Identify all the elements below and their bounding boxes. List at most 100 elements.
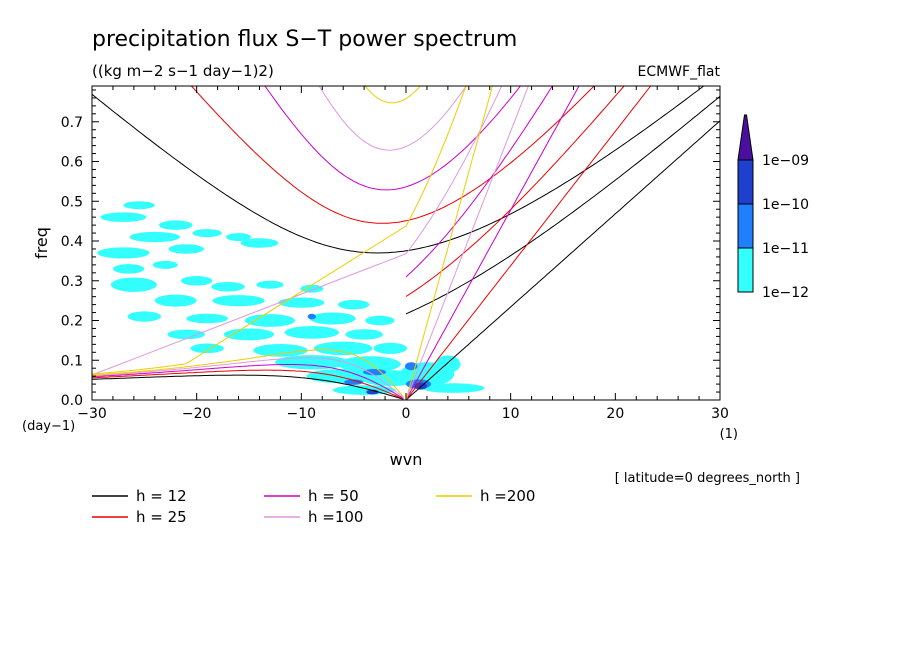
x-axis-label: wvn (390, 450, 423, 469)
power-blob (373, 342, 408, 354)
power-blob (223, 328, 275, 341)
power-blob (275, 355, 349, 370)
power-blob (244, 314, 296, 327)
dispersion-curves (92, 86, 720, 400)
mrg-curve-h100 (92, 86, 503, 375)
dataset-label: ECMWF_flat (638, 64, 721, 80)
power-blob (152, 260, 178, 269)
power-blob (123, 201, 155, 210)
power-blob (212, 295, 265, 307)
power-blob (337, 299, 370, 310)
legend: h = 12 h = 25 h = 50 h =100 h =200 (92, 487, 535, 526)
power-blob (345, 329, 383, 340)
kelvin-curve-h25 (405, 86, 652, 400)
power-blob (180, 275, 213, 286)
x-tick-label: −10 (287, 406, 317, 422)
power-blob (284, 326, 340, 339)
x-tick-label: 10 (502, 406, 520, 422)
colorbar-segment (737, 159, 754, 205)
er1-curve-h12 (92, 374, 404, 400)
ig1-curve-h200 (364, 86, 421, 104)
power-contour-fill (97, 201, 485, 395)
y-tick-label: 0.0 (61, 393, 83, 409)
power-blob (365, 315, 395, 326)
power-blob (421, 383, 485, 393)
kelvin-curve-h100 (405, 86, 529, 400)
legend-label: h = 25 (136, 508, 187, 526)
kelvin-curve-h200 (405, 86, 493, 400)
power-blob (278, 297, 325, 308)
kelvin-curve-h12 (405, 120, 720, 400)
chart-subtitle: ((kg m−2 s−1 day−1)2) (92, 62, 274, 80)
axis-ticks: −30 −20 −10 0 10 20 30 0.0 0.1 0.2 0.3 0.4 0.5 0.6 0.7 (61, 86, 729, 422)
colorbar-label: 1e−12 (762, 285, 809, 301)
power-blob (306, 368, 380, 384)
colorbar-arrow (737, 114, 754, 161)
power-blob (363, 368, 387, 376)
mrg-curve-h25 (405, 86, 625, 297)
y-tick-label: 0.7 (61, 115, 83, 131)
er1-curve-h200 (92, 349, 404, 398)
power-blob (240, 238, 279, 248)
power-blob (225, 233, 252, 242)
mrg-curve-h12 (405, 95, 720, 315)
power-blob (211, 281, 245, 292)
y-tick-label: 0.4 (61, 234, 83, 250)
colorbar-label: 1e−10 (762, 197, 809, 213)
power-blob (256, 280, 284, 289)
x-tick-label: 20 (606, 406, 624, 422)
power-blob (112, 264, 145, 274)
y-tick-label: 0.2 (61, 314, 83, 330)
y-tick-label: 0.5 (61, 194, 83, 210)
legend-label: h =100 (308, 508, 363, 526)
colorbar-segment (737, 203, 754, 249)
y-unit-label: (day−1) (22, 419, 75, 434)
power-blob (344, 379, 364, 385)
colorbar-segment (737, 247, 754, 293)
power-blob (190, 343, 224, 354)
y-tick-label: 0.6 (61, 155, 83, 171)
power-blob (97, 247, 150, 259)
ig1-curve-h100 (318, 86, 467, 151)
power-blob (154, 294, 197, 307)
mrg-curve-h200 (92, 86, 467, 375)
power-blob (307, 313, 316, 320)
y-tick-label: 0.3 (61, 274, 83, 290)
x-tick-label: 30 (711, 406, 729, 422)
power-blob (127, 311, 162, 322)
power-blob (337, 356, 401, 373)
power-blob (168, 244, 204, 254)
power-blob (158, 220, 193, 230)
legend-label: h = 50 (308, 487, 359, 505)
power-blob (332, 385, 396, 395)
power-blob (253, 343, 308, 357)
power-blob (186, 313, 229, 324)
legend-label: h =200 (480, 487, 535, 505)
y-axis-label: freq (32, 227, 51, 259)
er1-curve-h25 (92, 369, 404, 400)
power-blob (192, 229, 222, 238)
power-blob (100, 212, 147, 222)
power-blob (167, 329, 206, 340)
power-blob (110, 277, 157, 292)
power-blob (313, 341, 373, 356)
x-unit-label: (1) (720, 427, 738, 442)
footnote: [ latitude=0 degrees_north ] (615, 471, 800, 486)
plot-frame (91, 85, 721, 401)
power-blob (309, 312, 356, 325)
kelvin-curve-h50 (405, 86, 580, 400)
colorbar-label: 1e−09 (762, 153, 809, 169)
x-tick-label: −30 (77, 406, 107, 422)
colorbar: 1e−12 1e−11 1e−10 1e−09 (737, 114, 809, 301)
chart-title: precipitation flux S−T power spectrum (92, 27, 517, 52)
colorbar-label: 1e−11 (762, 241, 809, 257)
er1-curve-h100 (92, 357, 404, 399)
power-blob (129, 231, 180, 243)
y-tick-label: 0.1 (61, 353, 83, 369)
er1-curve-h50 (92, 364, 404, 399)
legend-label: h = 12 (136, 487, 187, 505)
mrg-curve-h50 (405, 86, 553, 278)
x-tick-label: −20 (182, 406, 212, 422)
power-blob (300, 284, 324, 293)
